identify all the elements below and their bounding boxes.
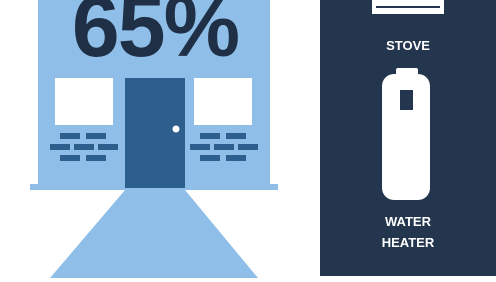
walkway xyxy=(50,190,258,278)
percent: 65% xyxy=(72,0,239,75)
water-heater-label: HEATER xyxy=(382,235,435,250)
infographic: 65% STOVE WATER HEATER xyxy=(0,0,496,282)
window xyxy=(194,78,252,125)
door-knob xyxy=(173,126,180,133)
stove-label: STOVE xyxy=(386,38,430,53)
water-heater-label: WATER xyxy=(385,214,432,229)
window xyxy=(55,78,113,125)
door xyxy=(125,78,185,188)
heater-panel xyxy=(400,90,413,110)
appliance-panel: STOVE WATER HEATER xyxy=(320,0,496,276)
stove-line xyxy=(376,6,440,8)
house: 65% xyxy=(30,0,278,278)
page: {"infographic": {"house": {"percent": "6… xyxy=(0,0,496,282)
